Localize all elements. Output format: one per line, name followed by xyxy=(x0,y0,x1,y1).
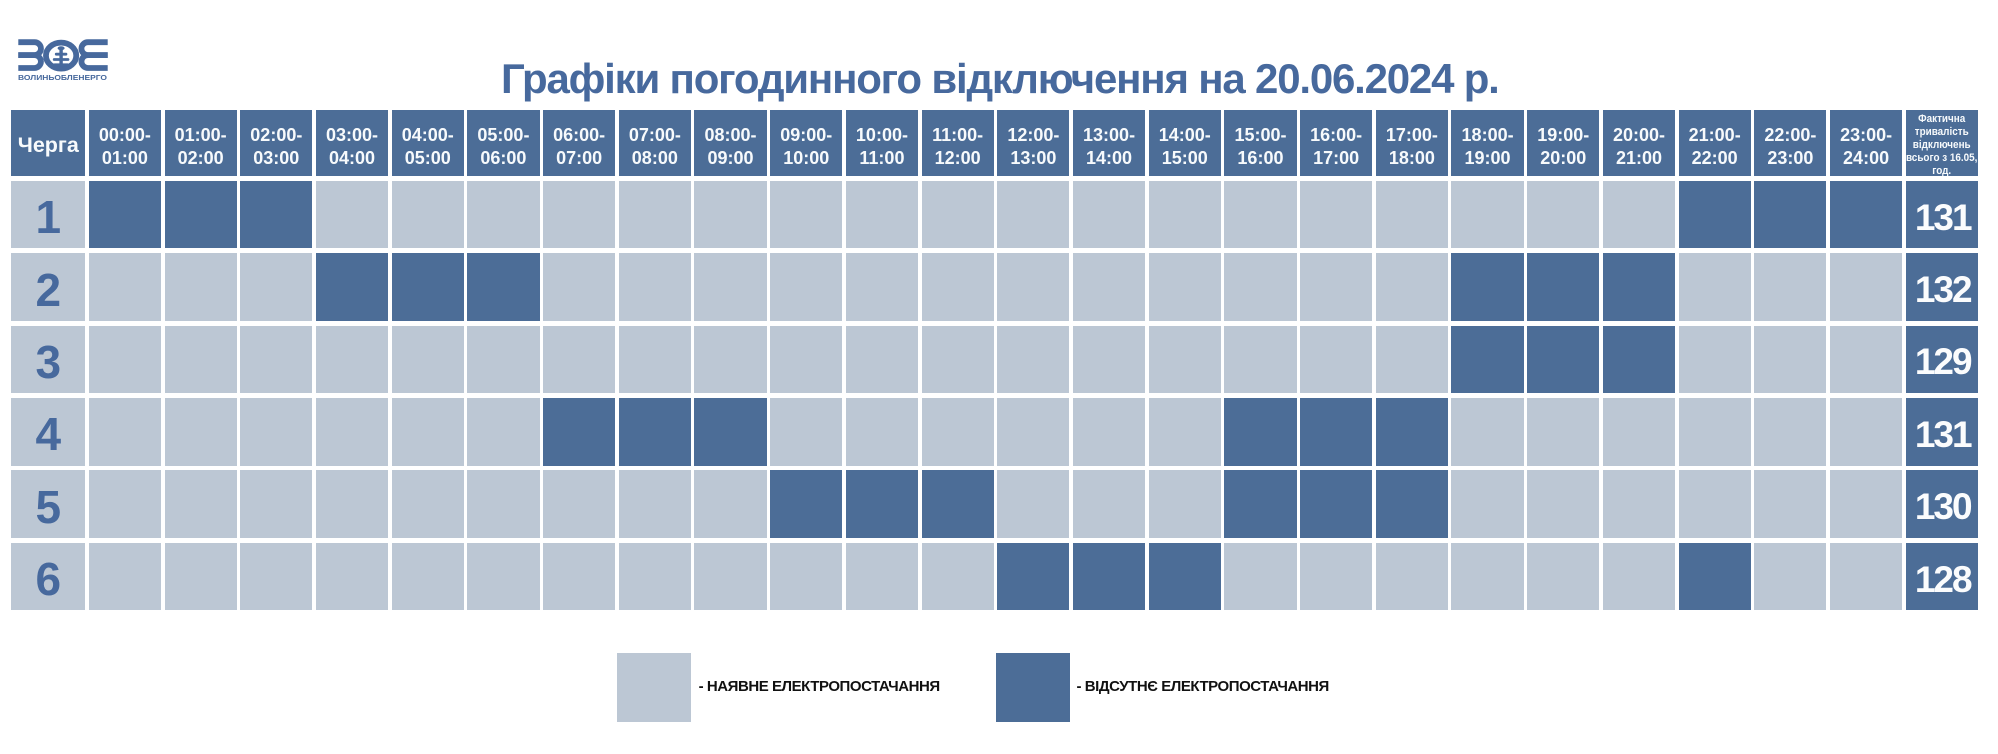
svg-text:ВОЛИНЬОБЛЕНЕРГО: ВОЛИНЬОБЛЕНЕРГО xyxy=(18,73,107,82)
